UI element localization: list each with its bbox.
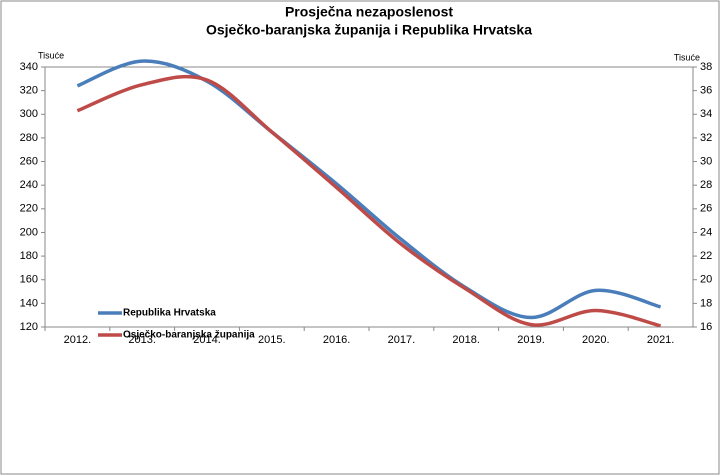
legend-label: Republika Hrvatska <box>123 308 216 319</box>
y2-tick-label: 34 <box>700 108 712 120</box>
legend-label: Osječko-baranjska županija <box>123 330 255 341</box>
y2-tick-label: 24 <box>700 226 712 238</box>
y-tick-label: 300 <box>20 108 38 120</box>
x-tick-label: 2013. <box>128 334 156 346</box>
y-tick-label: 240 <box>20 179 38 191</box>
y2-tick-label: 26 <box>700 203 712 215</box>
x-tick-label: 2016. <box>323 334 351 346</box>
y2-tick-label: 18 <box>700 297 712 309</box>
y-tick-label: 220 <box>20 203 38 215</box>
x-tick-label: 2021. <box>647 334 675 346</box>
y2-tick-label: 20 <box>700 274 712 286</box>
series-line <box>76 74 662 328</box>
x-tick-label: 2015. <box>258 334 286 346</box>
y2-tick-label: 16 <box>700 321 712 333</box>
x-tick-label: 2020. <box>582 334 610 346</box>
y-tick-label: 320 <box>20 85 38 97</box>
y2-tick-label: 32 <box>700 132 712 144</box>
x-tick-label: 2014. <box>193 334 221 346</box>
y2-tick-label: 30 <box>700 155 712 167</box>
y-tick-label: 200 <box>20 226 38 238</box>
y-tick-label: 120 <box>20 321 38 333</box>
y-tick-label: 180 <box>20 250 38 262</box>
y2-tick-label: 38 <box>700 61 712 73</box>
y-tick-label: 260 <box>20 155 38 167</box>
series-line <box>76 59 662 320</box>
y-tick-label: 280 <box>20 132 38 144</box>
y2-tick-label: 36 <box>700 85 712 97</box>
y2-tick-label: 28 <box>700 179 712 191</box>
y2-axis-label: Tisuće <box>674 52 700 62</box>
y-tick-label: 140 <box>20 297 38 309</box>
chart-title: Prosječna nezaposlenost <box>285 4 453 20</box>
x-tick-label: 2019. <box>517 334 545 346</box>
y-axis-label: Tisuće <box>38 50 64 60</box>
y-tick-label: 340 <box>20 61 38 73</box>
y-tick-label: 160 <box>20 274 38 286</box>
y2-tick-label: 22 <box>700 250 712 262</box>
x-tick-label: 2018. <box>452 334 480 346</box>
x-tick-label: 2017. <box>388 334 416 346</box>
chart-title: Osječko-baranjska županija i Republika H… <box>206 22 532 38</box>
x-tick-label: 2012. <box>64 334 92 346</box>
